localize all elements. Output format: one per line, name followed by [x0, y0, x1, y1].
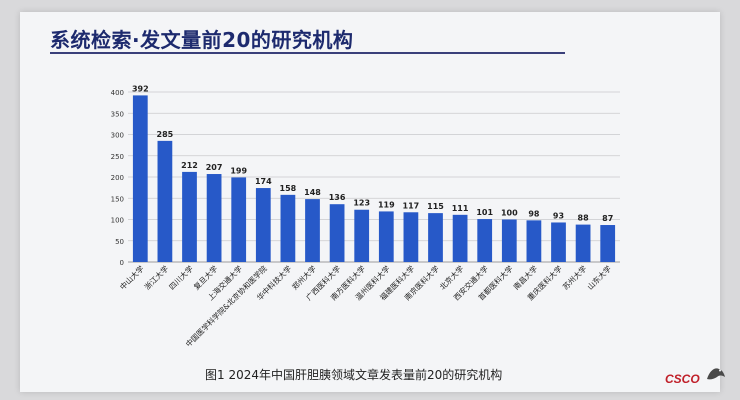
data-label: 174 — [255, 177, 272, 186]
y-tick-label: 50 — [115, 238, 124, 246]
x-tick-label: 中山大学 — [117, 263, 146, 292]
bar-chart: 0 50 100 150 200 250 300 350 400 392 中山大学 285 浙江大学 21… — [111, 84, 620, 349]
dragon-icon — [707, 368, 725, 380]
bar — [182, 171, 197, 262]
data-label: 117 — [403, 201, 420, 210]
bar — [452, 214, 468, 262]
bar — [206, 174, 222, 262]
data-label: 119 — [378, 200, 395, 209]
data-label: 148 — [304, 188, 321, 197]
bar — [428, 213, 443, 262]
data-label: 101 — [476, 208, 493, 217]
data-label: 392 — [132, 84, 149, 93]
bar — [477, 219, 493, 262]
y-tick-label: 250 — [111, 153, 124, 161]
csco-logo: CSCO — [665, 372, 700, 386]
data-label: 93 — [553, 211, 564, 220]
bar — [600, 225, 616, 262]
data-label: 87 — [602, 214, 613, 223]
bar — [354, 209, 370, 262]
y-tick-label: 150 — [111, 195, 124, 203]
bar — [501, 219, 517, 262]
y-tick-label: 100 — [111, 217, 124, 225]
bar — [551, 222, 566, 262]
data-label: 136 — [329, 193, 346, 202]
data-label: 88 — [578, 214, 590, 223]
data-label: 285 — [157, 130, 174, 139]
bar — [255, 188, 271, 262]
bar — [403, 212, 419, 262]
data-label: 123 — [353, 199, 370, 208]
bar — [157, 140, 173, 262]
bar — [280, 194, 296, 262]
title-divider — [50, 52, 565, 54]
data-label: 100 — [501, 209, 518, 218]
y-tick-label: 350 — [111, 110, 124, 118]
data-label: 111 — [452, 204, 469, 213]
y-tick-label: 400 — [111, 89, 124, 97]
x-tick-label: 四川大学 — [167, 263, 196, 292]
bar — [329, 204, 345, 262]
bar — [132, 95, 148, 263]
y-tick-label: 0 — [120, 259, 124, 267]
bar — [575, 224, 591, 262]
figure-caption: 图1 2024年中国肝胆胰领域文章发表量前20的研究机构 — [205, 368, 503, 382]
data-label: 158 — [280, 184, 297, 193]
x-tick-label: 浙江大学 — [142, 263, 171, 292]
data-label: 98 — [528, 209, 540, 218]
bar — [305, 199, 320, 262]
y-tick-label: 300 — [111, 132, 124, 140]
slide: 系统检索·发文量前20的研究机构 0 50 100 150 200 250 300 350 40… — [20, 12, 725, 392]
x-tick-label: 山东大学 — [585, 263, 614, 292]
bar — [231, 177, 247, 262]
bar — [378, 211, 394, 262]
data-label: 212 — [181, 161, 198, 170]
slide-title: 系统检索·发文量前20的研究机构 — [50, 28, 354, 52]
x-tick-label: 苏州大学 — [560, 263, 589, 292]
bar — [526, 220, 542, 262]
y-tick-label: 200 — [111, 174, 124, 182]
data-label: 115 — [427, 202, 444, 211]
data-label: 207 — [206, 163, 223, 172]
data-label: 199 — [230, 166, 247, 175]
